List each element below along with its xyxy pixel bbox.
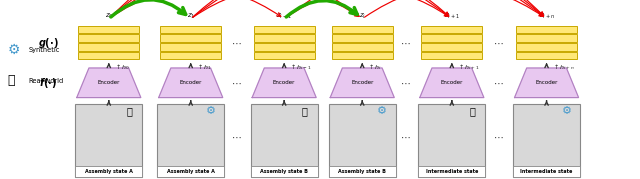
Text: $\cdots$: $\cdots$ — [493, 78, 503, 88]
Text: Assembly state B: Assembly state B — [260, 169, 308, 174]
Text: $\cdots$: $\cdots$ — [401, 38, 411, 47]
Bar — [332, 26, 393, 33]
Bar — [422, 26, 483, 33]
Text: $\boldsymbol{f(\cdot)}$: $\boldsymbol{f(\cdot)}$ — [39, 76, 57, 90]
Text: Assembly state A: Assembly state A — [167, 169, 214, 174]
Text: ⚙: ⚙ — [206, 106, 216, 116]
Bar — [157, 166, 225, 177]
Bar — [329, 104, 396, 177]
Text: 🌍: 🌍 — [301, 106, 307, 116]
Text: ⚙: ⚙ — [8, 43, 20, 57]
Bar — [419, 104, 486, 177]
Bar — [76, 104, 143, 177]
Bar — [79, 34, 140, 42]
Text: $\cdots$: $\cdots$ — [493, 132, 503, 142]
Bar — [251, 166, 317, 177]
Bar — [157, 104, 225, 177]
Bar — [79, 52, 140, 59]
Text: Encoder: Encoder — [98, 80, 120, 85]
Text: Assembly state B: Assembly state B — [339, 169, 386, 174]
Text: Assembly state A: Assembly state A — [85, 169, 132, 174]
Bar — [254, 52, 315, 59]
Text: 🌍: 🌍 — [469, 106, 475, 116]
Text: $\cdots$: $\cdots$ — [232, 78, 242, 88]
Bar — [254, 43, 315, 51]
Text: $z_{0}$: $z_{0}$ — [104, 11, 113, 21]
Text: Synthetic: Synthetic — [28, 47, 60, 53]
Polygon shape — [252, 68, 316, 98]
Text: $\cdots$: $\cdots$ — [401, 78, 411, 88]
Text: $\cdots$: $\cdots$ — [232, 132, 242, 142]
Bar — [422, 52, 483, 59]
Text: Intermediate state: Intermediate state — [520, 169, 573, 174]
Bar — [251, 104, 317, 177]
Bar — [422, 43, 483, 51]
Bar — [419, 166, 486, 177]
Text: $\cdots$: $\cdots$ — [493, 38, 503, 47]
Text: $\uparrow h_{i+n}$: $\uparrow h_{i+n}$ — [552, 62, 574, 72]
Text: $\uparrow h_{0}$: $\uparrow h_{0}$ — [114, 62, 130, 72]
Bar — [513, 104, 580, 177]
Bar — [332, 43, 393, 51]
Bar — [160, 26, 221, 33]
Text: Encoder: Encoder — [351, 80, 373, 85]
Bar — [76, 166, 143, 177]
Text: Encoder: Encoder — [180, 80, 202, 85]
Bar — [254, 26, 315, 33]
Text: $\cdots$: $\cdots$ — [232, 38, 242, 47]
Text: $\uparrow h_{i+1}$: $\uparrow h_{i+1}$ — [457, 62, 479, 72]
Text: ⚙: ⚙ — [562, 106, 572, 116]
Text: 🌍: 🌍 — [126, 106, 132, 116]
Bar — [160, 43, 221, 51]
Bar — [160, 34, 221, 42]
Text: $z_{i-1}$: $z_{i-1}$ — [276, 11, 292, 21]
Bar — [332, 34, 393, 42]
Bar — [329, 166, 396, 177]
Text: $\uparrow h_{i-1}$: $\uparrow h_{i-1}$ — [289, 62, 312, 72]
Bar — [516, 26, 577, 33]
Bar — [422, 34, 483, 42]
Bar — [254, 34, 315, 42]
Text: $z_{i+n}$: $z_{i+n}$ — [539, 11, 554, 21]
Polygon shape — [515, 68, 579, 98]
Text: Encoder: Encoder — [273, 80, 295, 85]
Polygon shape — [77, 68, 141, 98]
Text: Real-world: Real-world — [28, 78, 63, 84]
Text: $\uparrow h_{i}$: $\uparrow h_{i}$ — [367, 62, 382, 72]
Text: 🌍: 🌍 — [8, 74, 15, 87]
Text: $z_{1}$: $z_{1}$ — [187, 11, 195, 21]
Polygon shape — [330, 68, 394, 98]
Bar — [513, 166, 580, 177]
Text: $\cdots$: $\cdots$ — [401, 132, 411, 142]
Text: $\boldsymbol{g(\cdot)}$: $\boldsymbol{g(\cdot)}$ — [38, 35, 58, 50]
Text: Encoder: Encoder — [536, 80, 557, 85]
Bar — [516, 43, 577, 51]
Bar — [516, 34, 577, 42]
Polygon shape — [159, 68, 223, 98]
Bar — [332, 52, 393, 59]
Bar — [79, 43, 140, 51]
Text: ⚙: ⚙ — [378, 106, 387, 116]
Bar — [516, 52, 577, 59]
Text: Intermediate state: Intermediate state — [426, 169, 478, 174]
Polygon shape — [420, 68, 484, 98]
Text: $z_{i}$: $z_{i}$ — [359, 11, 365, 21]
Bar — [79, 26, 140, 33]
Text: Encoder: Encoder — [441, 80, 463, 85]
Text: $z_{i+1}$: $z_{i+1}$ — [444, 11, 460, 21]
Bar — [160, 52, 221, 59]
Text: $\uparrow h_{1}$: $\uparrow h_{1}$ — [196, 62, 212, 72]
